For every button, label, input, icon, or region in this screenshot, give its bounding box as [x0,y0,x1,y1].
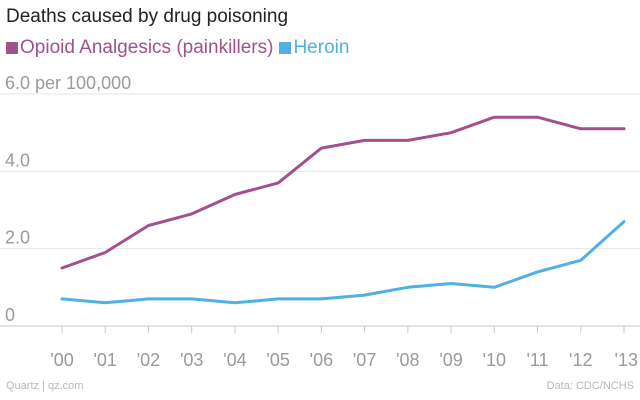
x-tick-label: '12 [569,350,592,370]
legend-item-opioid: Opioid Analgesics (painkillers) [6,37,273,59]
legend-swatch-heroin [279,42,292,54]
x-tick-label: '00 [50,350,73,370]
x-tick-label: '09 [439,350,462,370]
chart-title: Deaths caused by drug poisoning [6,6,289,27]
series-line-heroin [60,220,626,305]
x-tick-label: '10 [483,350,506,370]
legend: Opioid Analgesics (painkillers) Heroin [6,37,355,59]
x-tick-label: '05 [266,350,289,370]
x-tick-label: '02 [137,350,160,370]
y-tick-label: 6.0 per 100,000 [5,73,131,93]
x-tick-label: '03 [180,350,203,370]
x-tick-label: '13 [615,350,638,370]
legend-label-heroin: Heroin [293,37,350,58]
legend-label-opioid: Opioid Analgesics (painkillers) [20,37,274,58]
y-tick-label: 2.0 [5,228,30,248]
legend-swatch-opioid [6,42,18,54]
legend-item-heroin: Heroin [279,37,349,59]
x-tick-label: '04 [223,350,246,370]
series-line-opioid [60,115,626,270]
x-tick-label: '07 [353,350,376,370]
x-tick-label: '11 [526,350,548,370]
x-tick-label: '01 [93,350,116,370]
footer-credit: Quartz | qz.com [6,380,84,392]
y-tick-label: 4.0 [5,150,30,170]
footer-source: Data: CDC/NCHS [546,380,634,392]
y-tick-label: 0 [5,305,15,325]
x-tick-label: '08 [396,350,419,370]
x-tick-label: '06 [310,350,333,370]
